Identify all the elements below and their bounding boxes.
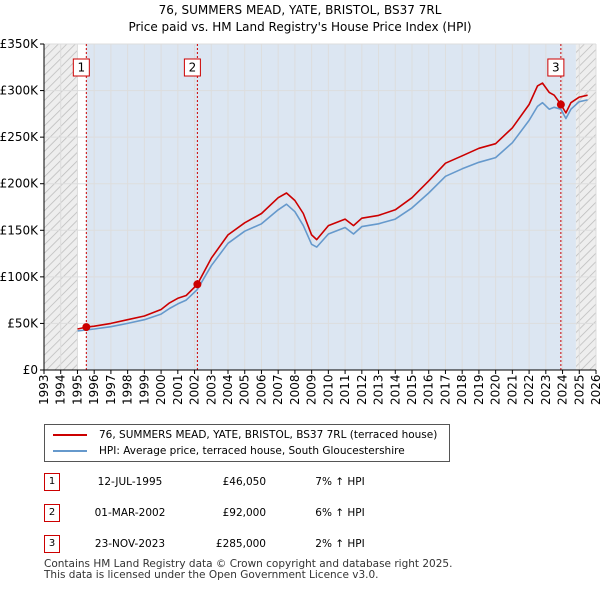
x-tick-label: 2023 xyxy=(539,374,553,405)
x-tick-label: 1997 xyxy=(104,374,118,405)
sale-point xyxy=(82,323,91,332)
sale-number: 2 xyxy=(44,504,60,522)
x-tick-label: 1996 xyxy=(87,374,101,405)
footer-copyright: Contains HM Land Registry data © Crown c… xyxy=(44,558,453,570)
x-tick-label: 2007 xyxy=(271,374,285,405)
x-tick-label: 2013 xyxy=(372,374,386,405)
y-tick-label: £350K xyxy=(0,37,39,51)
x-tick-label: 2011 xyxy=(338,374,352,405)
x-tick-label: 2015 xyxy=(405,374,419,405)
legend-swatch-price xyxy=(53,434,87,436)
sale-label-number: 3 xyxy=(552,61,560,75)
sale-hpi-diff: 2% ↑ HPI xyxy=(315,538,365,550)
sale-label-number: 1 xyxy=(77,61,85,75)
sale-price: £92,000 xyxy=(222,507,266,519)
sale-point xyxy=(193,280,202,289)
legend-label-hpi: HPI: Average price, terraced house, Sout… xyxy=(99,445,405,457)
sale-label-box xyxy=(72,58,90,77)
y-tick-label: £250K xyxy=(0,130,39,144)
sale-period-shade xyxy=(86,44,198,370)
x-tick-label: 2024 xyxy=(556,374,570,405)
x-tick-label: 2016 xyxy=(422,374,436,405)
footer-licence: This data is licensed under the Open Gov… xyxy=(44,569,379,581)
x-tick-label: 2005 xyxy=(238,374,252,405)
hatched-region xyxy=(575,44,596,370)
x-tick-label: 2004 xyxy=(221,374,235,405)
x-tick-label: 2012 xyxy=(355,374,369,405)
sale-date: 12-JUL-1995 xyxy=(97,476,163,488)
x-tick-label: 1999 xyxy=(137,374,151,405)
x-tick-label: 2014 xyxy=(388,374,402,405)
price-paid-line xyxy=(77,82,588,330)
table-row: 1 12-JUL-1995 £46,050 7% ↑ HPI xyxy=(0,470,600,494)
x-tick-label: 2001 xyxy=(171,374,185,405)
x-tick-label: 2017 xyxy=(438,374,452,405)
legend-swatch-hpi xyxy=(53,450,87,452)
x-tick-label: 2010 xyxy=(321,374,335,405)
x-tick-label: 1995 xyxy=(70,374,84,405)
legend-item-hpi: HPI: Average price, terraced house, Sout… xyxy=(53,443,405,459)
x-tick-label: 2002 xyxy=(188,374,202,405)
chart-title: 76, SUMMERS MEAD, YATE, BRISTOL, BS37 7R… xyxy=(0,2,600,36)
sale-period-shade xyxy=(197,44,561,370)
x-tick-label: 2021 xyxy=(505,374,519,405)
x-tick-label: 1994 xyxy=(54,374,68,405)
sale-label-number: 2 xyxy=(189,61,197,75)
table-row: 2 01-MAR-2002 £92,000 6% ↑ HPI xyxy=(0,501,600,525)
x-tick-label: 2025 xyxy=(572,374,586,405)
sale-label-box xyxy=(547,58,565,77)
title-line-1: 76, SUMMERS MEAD, YATE, BRISTOL, BS37 7R… xyxy=(158,3,442,17)
table-row: 3 23-NOV-2023 £285,000 2% ↑ HPI xyxy=(0,532,600,556)
x-tick-label: 2008 xyxy=(288,374,302,405)
price-chart: 1 2 3 £0 £50K £100K £150K £200K £250K £300K £350K… xyxy=(0,37,600,405)
title-line-2: Price paid vs. HM Land Registry's House … xyxy=(128,20,472,34)
y-tick-label: £150K xyxy=(0,223,39,237)
x-tick-label: 1993 xyxy=(37,374,51,405)
sale-hpi-diff: 7% ↑ HPI xyxy=(315,476,365,488)
x-tick-label: 2000 xyxy=(154,374,168,405)
legend-item-price: 76, SUMMERS MEAD, YATE, BRISTOL, BS37 7R… xyxy=(53,427,437,443)
footer: Contains HM Land Registry data © Crown c… xyxy=(44,559,452,581)
sale-period-shade xyxy=(560,44,576,370)
x-tick-label: 2006 xyxy=(254,374,268,405)
x-tick-label: 2009 xyxy=(305,374,319,405)
sale-date: 01-MAR-2002 xyxy=(94,507,166,519)
x-tick-label: 2026 xyxy=(589,374,600,405)
sale-hpi-diff: 6% ↑ HPI xyxy=(315,507,365,519)
sale-number: 1 xyxy=(44,473,60,491)
hpi-line xyxy=(77,99,588,332)
x-tick-label: 2022 xyxy=(522,374,536,405)
x-tick-label: 2003 xyxy=(204,374,218,405)
x-tick-label: 2018 xyxy=(455,374,469,405)
y-tick-label: £50K xyxy=(7,316,39,330)
y-tick-label: £0 xyxy=(23,363,38,377)
y-tick-label: £200K xyxy=(0,177,39,191)
sale-price: £285,000 xyxy=(215,538,266,550)
sale-date: 23-NOV-2023 xyxy=(94,538,166,550)
sale-price: £46,050 xyxy=(222,476,266,488)
sale-number: 3 xyxy=(44,535,60,553)
sale-point xyxy=(556,100,565,109)
legend-label-price: 76, SUMMERS MEAD, YATE, BRISTOL, BS37 7R… xyxy=(99,429,438,441)
x-tick-label: 1998 xyxy=(121,374,135,405)
y-tick-label: £300K xyxy=(0,84,39,98)
legend: 76, SUMMERS MEAD, YATE, BRISTOL, BS37 7R… xyxy=(44,424,450,462)
x-tick-label: 2020 xyxy=(489,374,503,405)
sale-label-box xyxy=(183,58,201,77)
x-tick-label: 2019 xyxy=(472,374,486,405)
y-tick-label: £100K xyxy=(0,270,39,284)
